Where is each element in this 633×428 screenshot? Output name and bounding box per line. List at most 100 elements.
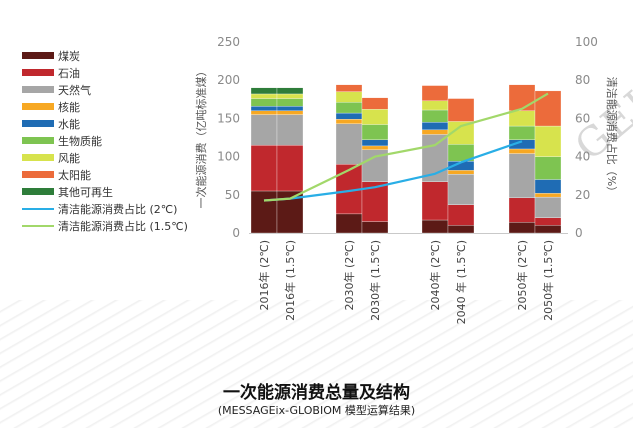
bar-segment (421, 109, 449, 123)
y2-tick-label: 60 (575, 111, 590, 125)
legend-swatch (22, 86, 54, 93)
bar-segment (335, 91, 363, 103)
bar-segment (250, 190, 278, 234)
bar-segment (250, 93, 278, 99)
legend-item: 风能 (22, 150, 212, 166)
bar-segment (508, 222, 536, 234)
bar-segment (534, 125, 562, 157)
bar-segment (250, 144, 278, 192)
legend-swatch (22, 208, 54, 210)
bar-segment (447, 174, 475, 205)
legend-label: 清洁能源消费占比 (1.5℃) (58, 220, 188, 233)
bar-segment (421, 219, 449, 234)
legend-swatch (22, 225, 54, 227)
bar-segment (534, 156, 562, 180)
legend-label: 核能 (58, 101, 80, 114)
bar-segment (447, 98, 475, 122)
bar-segment (421, 181, 449, 221)
legend-label: 石油 (58, 67, 80, 80)
legend-item: 核能 (22, 99, 212, 115)
bar-segment (335, 102, 363, 114)
bar-segment (534, 193, 562, 198)
chart-title: 一次能源消费总量及结构 (223, 383, 410, 403)
legend-label: 风能 (58, 152, 80, 165)
y2-tick-label: 100 (575, 35, 598, 49)
bar-segment (361, 97, 389, 110)
bar-segment (361, 145, 389, 150)
bar-segment (421, 122, 449, 131)
y2-tick-label: 80 (575, 73, 590, 87)
bar-segment (250, 87, 278, 95)
bar-segment (276, 110, 304, 115)
legend-label: 水能 (58, 118, 80, 131)
chart-subtitle: (MESSAGEix-GLOBIOM 模型运算结果) (217, 404, 416, 417)
y2-tick-label: 40 (575, 150, 590, 164)
y-tick-label: 50 (225, 188, 240, 202)
legend-swatch (22, 188, 54, 195)
legend-label: 太阳能 (58, 169, 91, 182)
x-tick-label: 2016年 (1.5℃) (283, 240, 297, 321)
legend-swatch (22, 137, 54, 144)
legend-swatch (22, 120, 54, 127)
legend-swatch (22, 103, 54, 110)
bar-segment (361, 139, 389, 147)
legend-item: 太阳能 (22, 167, 212, 183)
legend-label: 天然气 (58, 84, 91, 97)
bar-segment (276, 93, 304, 99)
bar-segment (361, 109, 389, 125)
y2-tick-label: 0 (575, 226, 583, 240)
bar-segment (276, 144, 304, 192)
x-tick-label: 2040年 (2℃) (428, 240, 442, 310)
bar-segment (250, 114, 278, 146)
bar-segment (335, 112, 363, 120)
legend-item: 石油 (22, 65, 212, 81)
y2-tick-label: 20 (575, 188, 590, 202)
bar-segment (361, 221, 389, 234)
y-tick-label: 200 (217, 73, 240, 87)
bar-segment (276, 87, 304, 95)
bar-segment (421, 129, 449, 135)
bar-segment (534, 90, 562, 127)
legend-label: 其他可再生 (58, 186, 113, 199)
y-tick-label: 0 (232, 226, 240, 240)
y2-axis-title: 清洁能源消费占比（%） (605, 77, 619, 197)
bar-segment (447, 170, 475, 175)
bar-segment (508, 110, 536, 127)
bar-segment (447, 225, 475, 234)
bar-segment (276, 98, 304, 107)
bar-segment (335, 84, 363, 92)
bar-segment (421, 85, 449, 101)
legend-item: 生物质能 (22, 133, 212, 149)
y-axis-title: 一次能源消费（亿吨标准煤） (194, 66, 208, 209)
background-stripes (0, 300, 633, 428)
legend-item: 天然气 (22, 82, 212, 98)
y-tick-label: 150 (217, 111, 240, 125)
x-tick-label: 2030年 (2℃) (342, 240, 356, 310)
bar-segment (250, 106, 278, 111)
legend-item: 清洁能源消费占比 (2℃) (22, 201, 212, 217)
bar-segment (250, 98, 278, 107)
y-tick-label: 100 (217, 150, 240, 164)
bar-segment (508, 125, 536, 140)
x-tick-label: 2030年 (1.5℃) (368, 240, 382, 321)
legend-label: 清洁能源消费占比 (2℃) (58, 203, 178, 216)
x-tick-label: 2016年 (2℃) (257, 240, 271, 310)
x-tick-label: 2050年 (1.5℃) (541, 240, 555, 321)
legend-label: 生物质能 (58, 135, 102, 148)
y-tick-label: 250 (217, 35, 240, 49)
legend-swatch (22, 52, 54, 59)
x-tick-label: 2040 年 (1.5℃) (454, 240, 468, 324)
legend-swatch (22, 171, 54, 178)
legend-label: 煤炭 (58, 50, 80, 63)
bar-segment (276, 114, 304, 146)
bar-segment (335, 213, 363, 234)
legend-item: 清洁能源消费占比 (1.5℃) (22, 218, 212, 234)
legend-swatch (22, 69, 54, 76)
bar-segment (335, 123, 363, 165)
legend-item: 煤炭 (22, 48, 212, 64)
bar-segment (250, 110, 278, 115)
legend-swatch (22, 154, 54, 161)
bar-segment (276, 106, 304, 111)
bar-segment (508, 148, 536, 154)
